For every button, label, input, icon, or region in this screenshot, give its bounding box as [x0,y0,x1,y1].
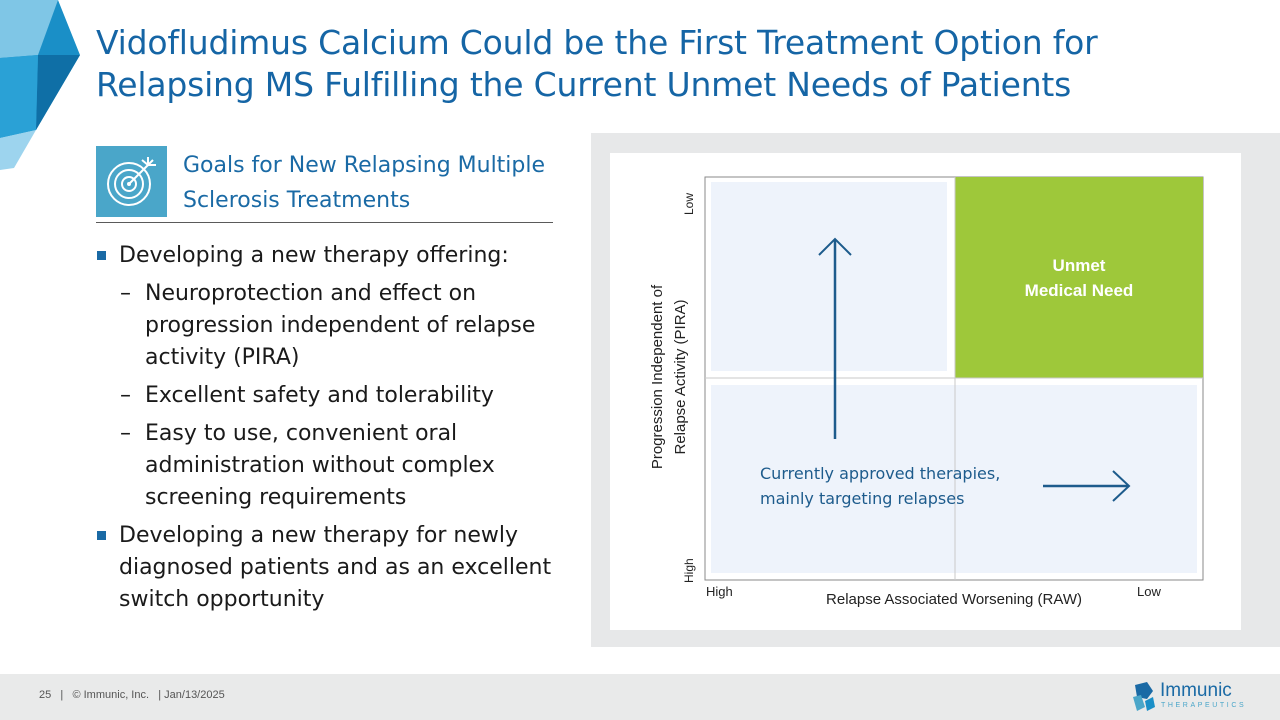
sub-bullet-text: Neuroprotection and effect on progressio… [145,281,536,370]
bullet-text: Developing a new therapy offering: [119,243,509,268]
goals-divider [96,222,553,223]
y-axis-title-line2: Relapse Activity (PIRA) [672,299,689,454]
y-axis-top-label: Low [682,193,696,215]
footer-bar [0,674,1280,720]
sub-bullet-item: – Neuroprotection and effect on progress… [96,278,566,374]
bullet-square-icon [97,251,106,260]
dash-icon: – [120,383,131,408]
immunic-logo-icon [1133,682,1155,711]
sub-bullet-item: – Easy to use, convenient oral administr… [96,418,566,514]
approved-label-line1: Currently approved therapies, [760,464,1000,483]
target-icon [96,146,167,217]
bullet-square-icon [97,531,106,540]
matrix-diagram: Unmet Medical Need Currently approved th… [649,176,1204,608]
dash-icon: – [120,281,131,306]
corner-decoration [0,0,80,170]
unmet-label-line1: Unmet [1053,256,1106,275]
y-axis-bottom-label: High [682,558,696,583]
sub-bullet-text: Excellent safety and tolerability [145,383,494,408]
logo-wordmark: Immunic [1160,680,1232,701]
unmet-label-line2: Medical Need [1025,281,1134,300]
sub-bullet-item: – Excellent safety and tolerability [96,380,566,412]
x-axis-left-label: High [706,584,733,599]
slide-title: Vidofludimus Calcium Could be the First … [96,23,1098,104]
bullet-item: Developing a new therapy for newly diagn… [96,520,566,616]
dash-icon: – [120,421,131,446]
y-axis-title-line1: Progression Independent of [649,284,666,469]
copyright: © Immunic, Inc. [72,689,150,701]
bullet-text: Developing a new therapy for newly diagn… [119,523,552,612]
right-arrowhead-icon [1112,470,1131,502]
sub-bullet-text: Easy to use, convenient oral administrat… [145,421,495,510]
goals-heading: Goals for New Relapsing Multiple Scleros… [183,153,546,213]
quadrant-top-left [711,182,947,371]
goals-list: Developing a new therapy offering: – Neu… [96,240,566,616]
footer-info: 25 | © Immunic, Inc. | Jan/13/2025 [39,689,225,701]
approved-label-line2: mainly targeting relapses [760,489,964,508]
page-number: 25 [39,689,52,701]
quadrant-bottom [711,385,1197,573]
quadrant-unmet [955,177,1203,378]
footer-separator: | [152,689,162,701]
footer-separator: | [54,689,70,701]
logo-subtitle: THERAPEUTICS [1161,702,1247,709]
up-arrowhead-icon [818,237,852,256]
x-axis-right-label: Low [1137,584,1161,599]
footer-date: Jan/13/2025 [164,689,225,701]
x-axis-title: Relapse Associated Worsening (RAW) [826,591,1082,608]
bullet-item: Developing a new therapy offering: [96,240,566,272]
